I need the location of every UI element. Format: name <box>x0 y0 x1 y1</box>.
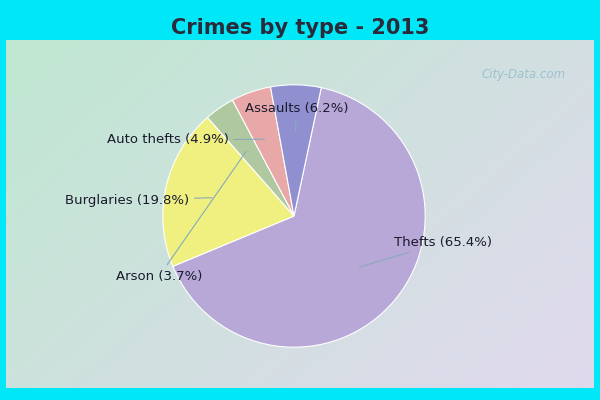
Wedge shape <box>173 88 425 347</box>
Text: City-Data.com: City-Data.com <box>481 68 566 81</box>
Wedge shape <box>271 85 321 216</box>
Text: Thefts (65.4%): Thefts (65.4%) <box>359 236 492 267</box>
Text: Assaults (6.2%): Assaults (6.2%) <box>245 102 349 132</box>
Text: Arson (3.7%): Arson (3.7%) <box>116 151 246 283</box>
Wedge shape <box>232 87 294 216</box>
Text: Crimes by type - 2013: Crimes by type - 2013 <box>171 18 429 38</box>
Text: Burglaries (19.8%): Burglaries (19.8%) <box>65 194 212 207</box>
Text: Auto thefts (4.9%): Auto thefts (4.9%) <box>107 134 265 146</box>
Wedge shape <box>163 118 294 266</box>
Wedge shape <box>208 100 294 216</box>
